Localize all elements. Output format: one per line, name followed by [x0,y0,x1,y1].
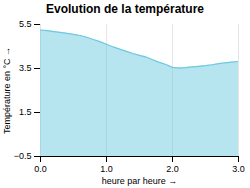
svg-text:3.5: 3.5 [19,63,32,73]
svg-text:1.0: 1.0 [100,164,113,174]
svg-text:5.5: 5.5 [19,19,32,29]
html-text:Evolution de la température: Evolution de la température [46,2,204,16]
svg-text:heure par heure →: heure par heure → [102,176,178,186]
svg-text:Température en °C →: Température en °C → [2,47,12,134]
svg-text:2.0: 2.0 [166,164,179,174]
svg-text:1.5: 1.5 [19,107,32,117]
svg-text:0.0: 0.0 [34,164,47,174]
svg-text:−0.5: −0.5 [14,151,32,161]
svg-text:3.0: 3.0 [232,164,245,174]
